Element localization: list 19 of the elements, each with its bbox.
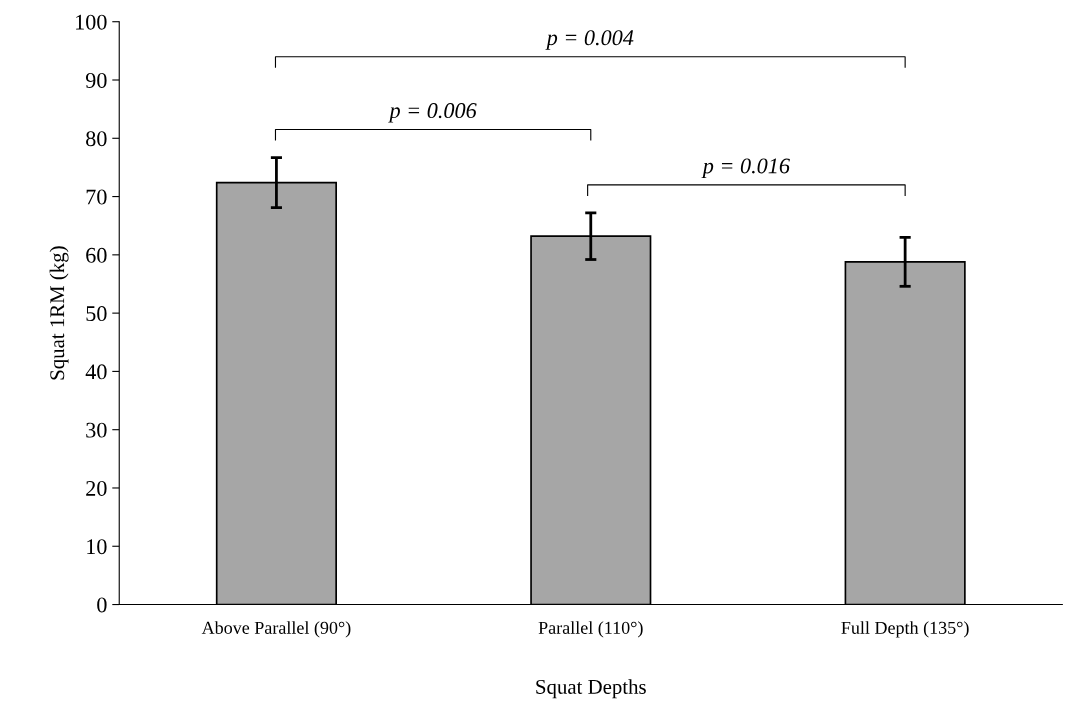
x-tick-label: Full Depth (135°) (841, 621, 969, 638)
y-tick-label: 70 (86, 189, 107, 205)
y-tick-label: 30 (86, 422, 107, 438)
y-tick-label: 90 (85, 72, 107, 88)
annotation: p = 0.004 (545, 30, 634, 50)
x-tick-label: Parallel (110°) (538, 621, 643, 638)
x-tick-label: Above Parallel (90°) (201, 621, 351, 638)
annotation: p = 0.016 (701, 158, 790, 178)
x-axis-title: Squat Depths (536, 679, 646, 699)
y-tick-label: 50 (86, 306, 107, 322)
y-tick-label: 0 (97, 597, 107, 613)
y-tick-label: 80 (86, 131, 107, 147)
y-tick-label: 100 (76, 14, 107, 30)
annotation: p = 0.006 (388, 103, 477, 123)
y-tick-label: 20 (86, 480, 107, 496)
y-tick-label: 10 (87, 539, 107, 555)
y-axis-title: Squat 1RM (kg) (49, 246, 69, 380)
y-tick-label: 60 (86, 247, 107, 263)
y-tick-label: 40 (85, 364, 107, 380)
